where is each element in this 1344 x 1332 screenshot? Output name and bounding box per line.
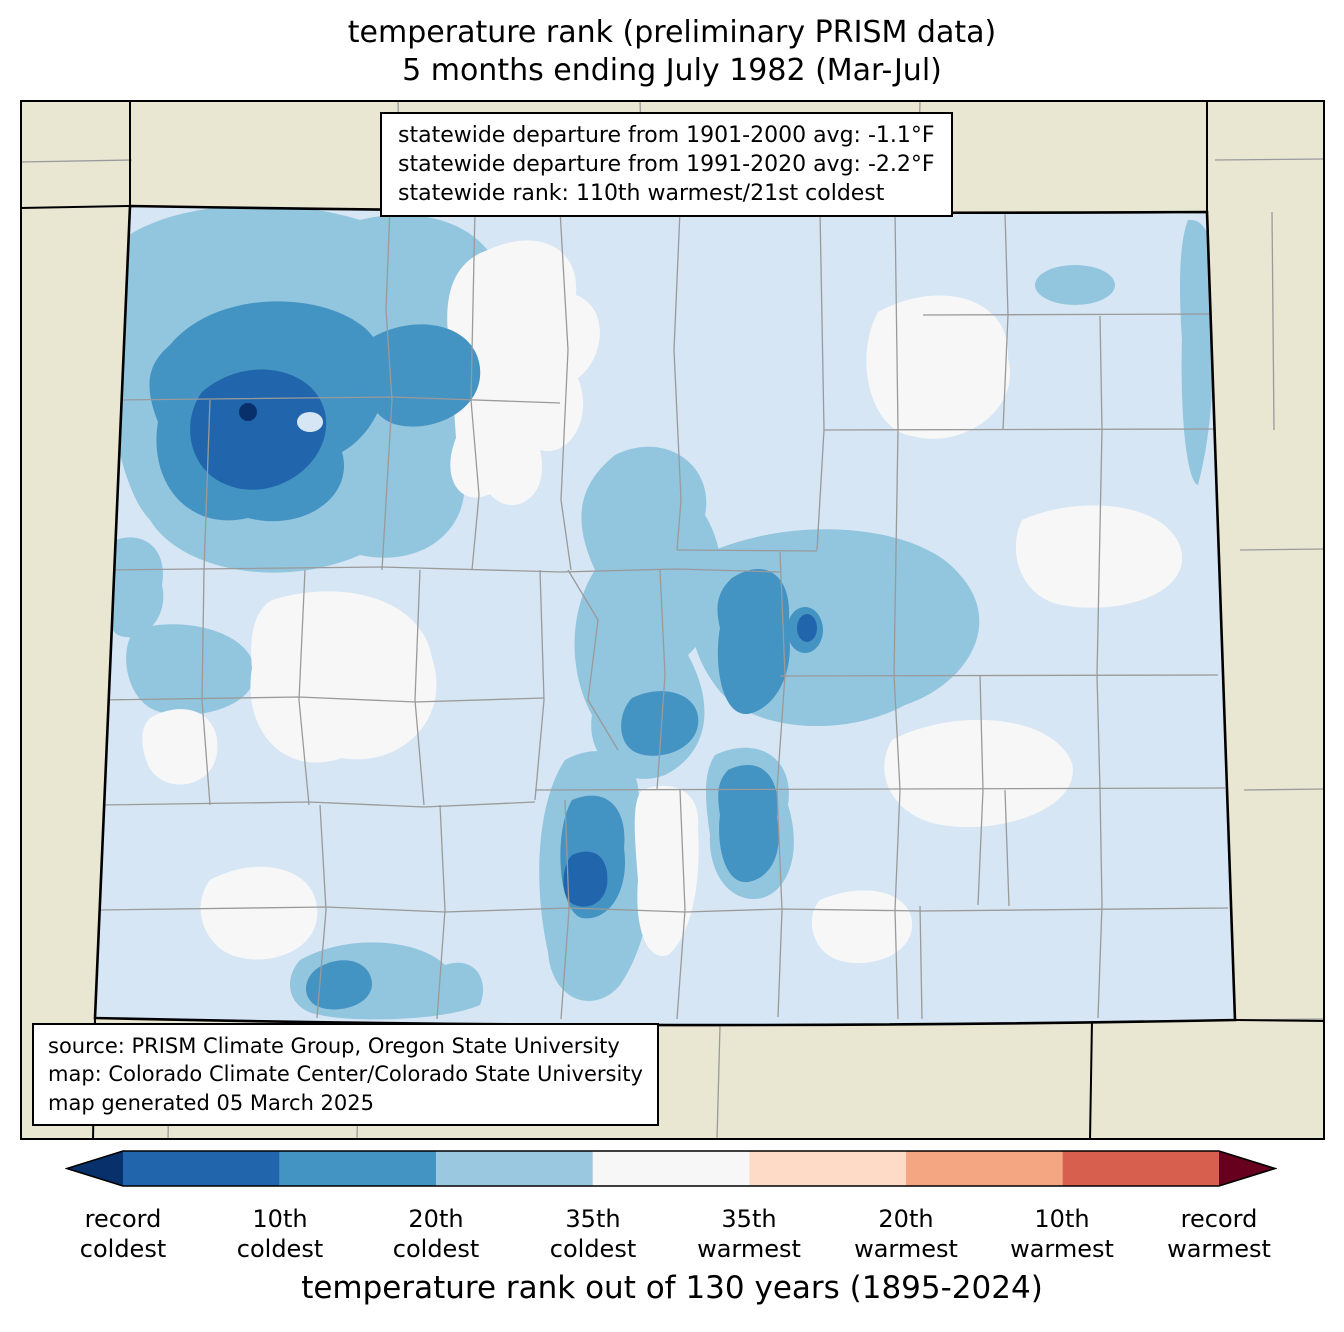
tick-label-line: coldest [236, 1235, 324, 1263]
statewide-stats-box: statewide departure from 1901-2000 avg: … [380, 112, 953, 218]
tick-label-line: coldest [392, 1235, 480, 1263]
colorbar-tick-label: 35th coldest [550, 1204, 636, 1264]
map-panel: statewide departure from 1901-2000 avg: … [20, 100, 1325, 1140]
colorbar-seg-35th-coldest [436, 1151, 593, 1186]
colorbar-record-coldest-arrow [67, 1151, 123, 1186]
colorbar-seg-10th-warmest [1062, 1151, 1220, 1186]
colorbar-tick-label: record warmest [1167, 1204, 1271, 1264]
colorbar-legend [65, 1150, 1277, 1187]
colorbar-seg-20th-coldest [279, 1151, 437, 1186]
title-line-1: temperature rank (preliminary PRISM data… [347, 15, 997, 50]
stats-line-departure-1991-2020: statewide departure from 1991-2020 avg: … [398, 152, 935, 178]
record-coldest-spot [239, 403, 257, 421]
tick-label-line: record [1180, 1205, 1258, 1233]
colorbar-seg-35th-warmest [749, 1151, 906, 1186]
colorbar-seg-middle [592, 1151, 750, 1186]
tick-label-line: warmest [1167, 1235, 1271, 1263]
source-line-data: source: PRISM Climate Group, Oregon Stat… [48, 1033, 620, 1058]
stats-line-rank: statewide rank: 110th warmest/21st colde… [398, 181, 885, 207]
tick-label-line: record [84, 1205, 162, 1233]
colorbar-tick-label: 35th warmest [697, 1204, 801, 1264]
colorbar-tick-label: 10th coldest [237, 1204, 323, 1264]
colorbar-seg-10th-coldest [123, 1151, 280, 1186]
title-line-2: 5 months ending July 1982 (Mar-Jul) [402, 53, 942, 89]
tick-label-line: 10th [252, 1205, 308, 1233]
tick-label-line: 35th [565, 1205, 621, 1233]
rank-under-10th-coldest-areas [190, 369, 817, 907]
tick-label-line: 20th [878, 1205, 934, 1233]
tick-label-line: warmest [697, 1235, 801, 1263]
source-line-map: map: Colorado Climate Center/Colorado St… [48, 1062, 643, 1087]
colorbar-tick-label: record coldest [80, 1204, 166, 1264]
colorbar-record-warmest-arrow [1219, 1151, 1275, 1186]
tick-label-line: coldest [79, 1235, 167, 1263]
tick-label-line: 10th [1034, 1205, 1090, 1233]
map-frame [20, 100, 1325, 1140]
tick-label-line: 20th [408, 1205, 464, 1233]
tick-label-line: warmest [1010, 1235, 1114, 1263]
colorbar-tick-label: 10th warmest [1010, 1204, 1114, 1264]
light-hole-in-cold-core [297, 412, 323, 432]
colorbar-seg-20th-warmest [906, 1151, 1063, 1186]
temperature-shading [95, 206, 1235, 1026]
colorado-map [20, 100, 1325, 1140]
stats-line-departure-1901-2000: statewide departure from 1901-2000 avg: … [398, 123, 935, 148]
page-title: temperature rank (preliminary PRISM data… [0, 14, 1344, 90]
tick-label-line: warmest [854, 1235, 958, 1263]
colorado-county-lines [97, 207, 1229, 1020]
colorbar-tick-label: 20th coldest [393, 1204, 479, 1264]
tick-label-line: coldest [549, 1235, 637, 1263]
tick-label-line: 35th [721, 1205, 777, 1233]
colorbar-caption: temperature rank out of 130 years (1895-… [301, 1270, 1043, 1306]
colorbar-outline [65, 1150, 1277, 1187]
colorbar-tick-label: 20th warmest [854, 1204, 958, 1264]
source-box: source: PRISM Climate Group, Oregon Stat… [32, 1022, 659, 1126]
source-line-generated: map generated 05 March 2025 [48, 1090, 375, 1115]
